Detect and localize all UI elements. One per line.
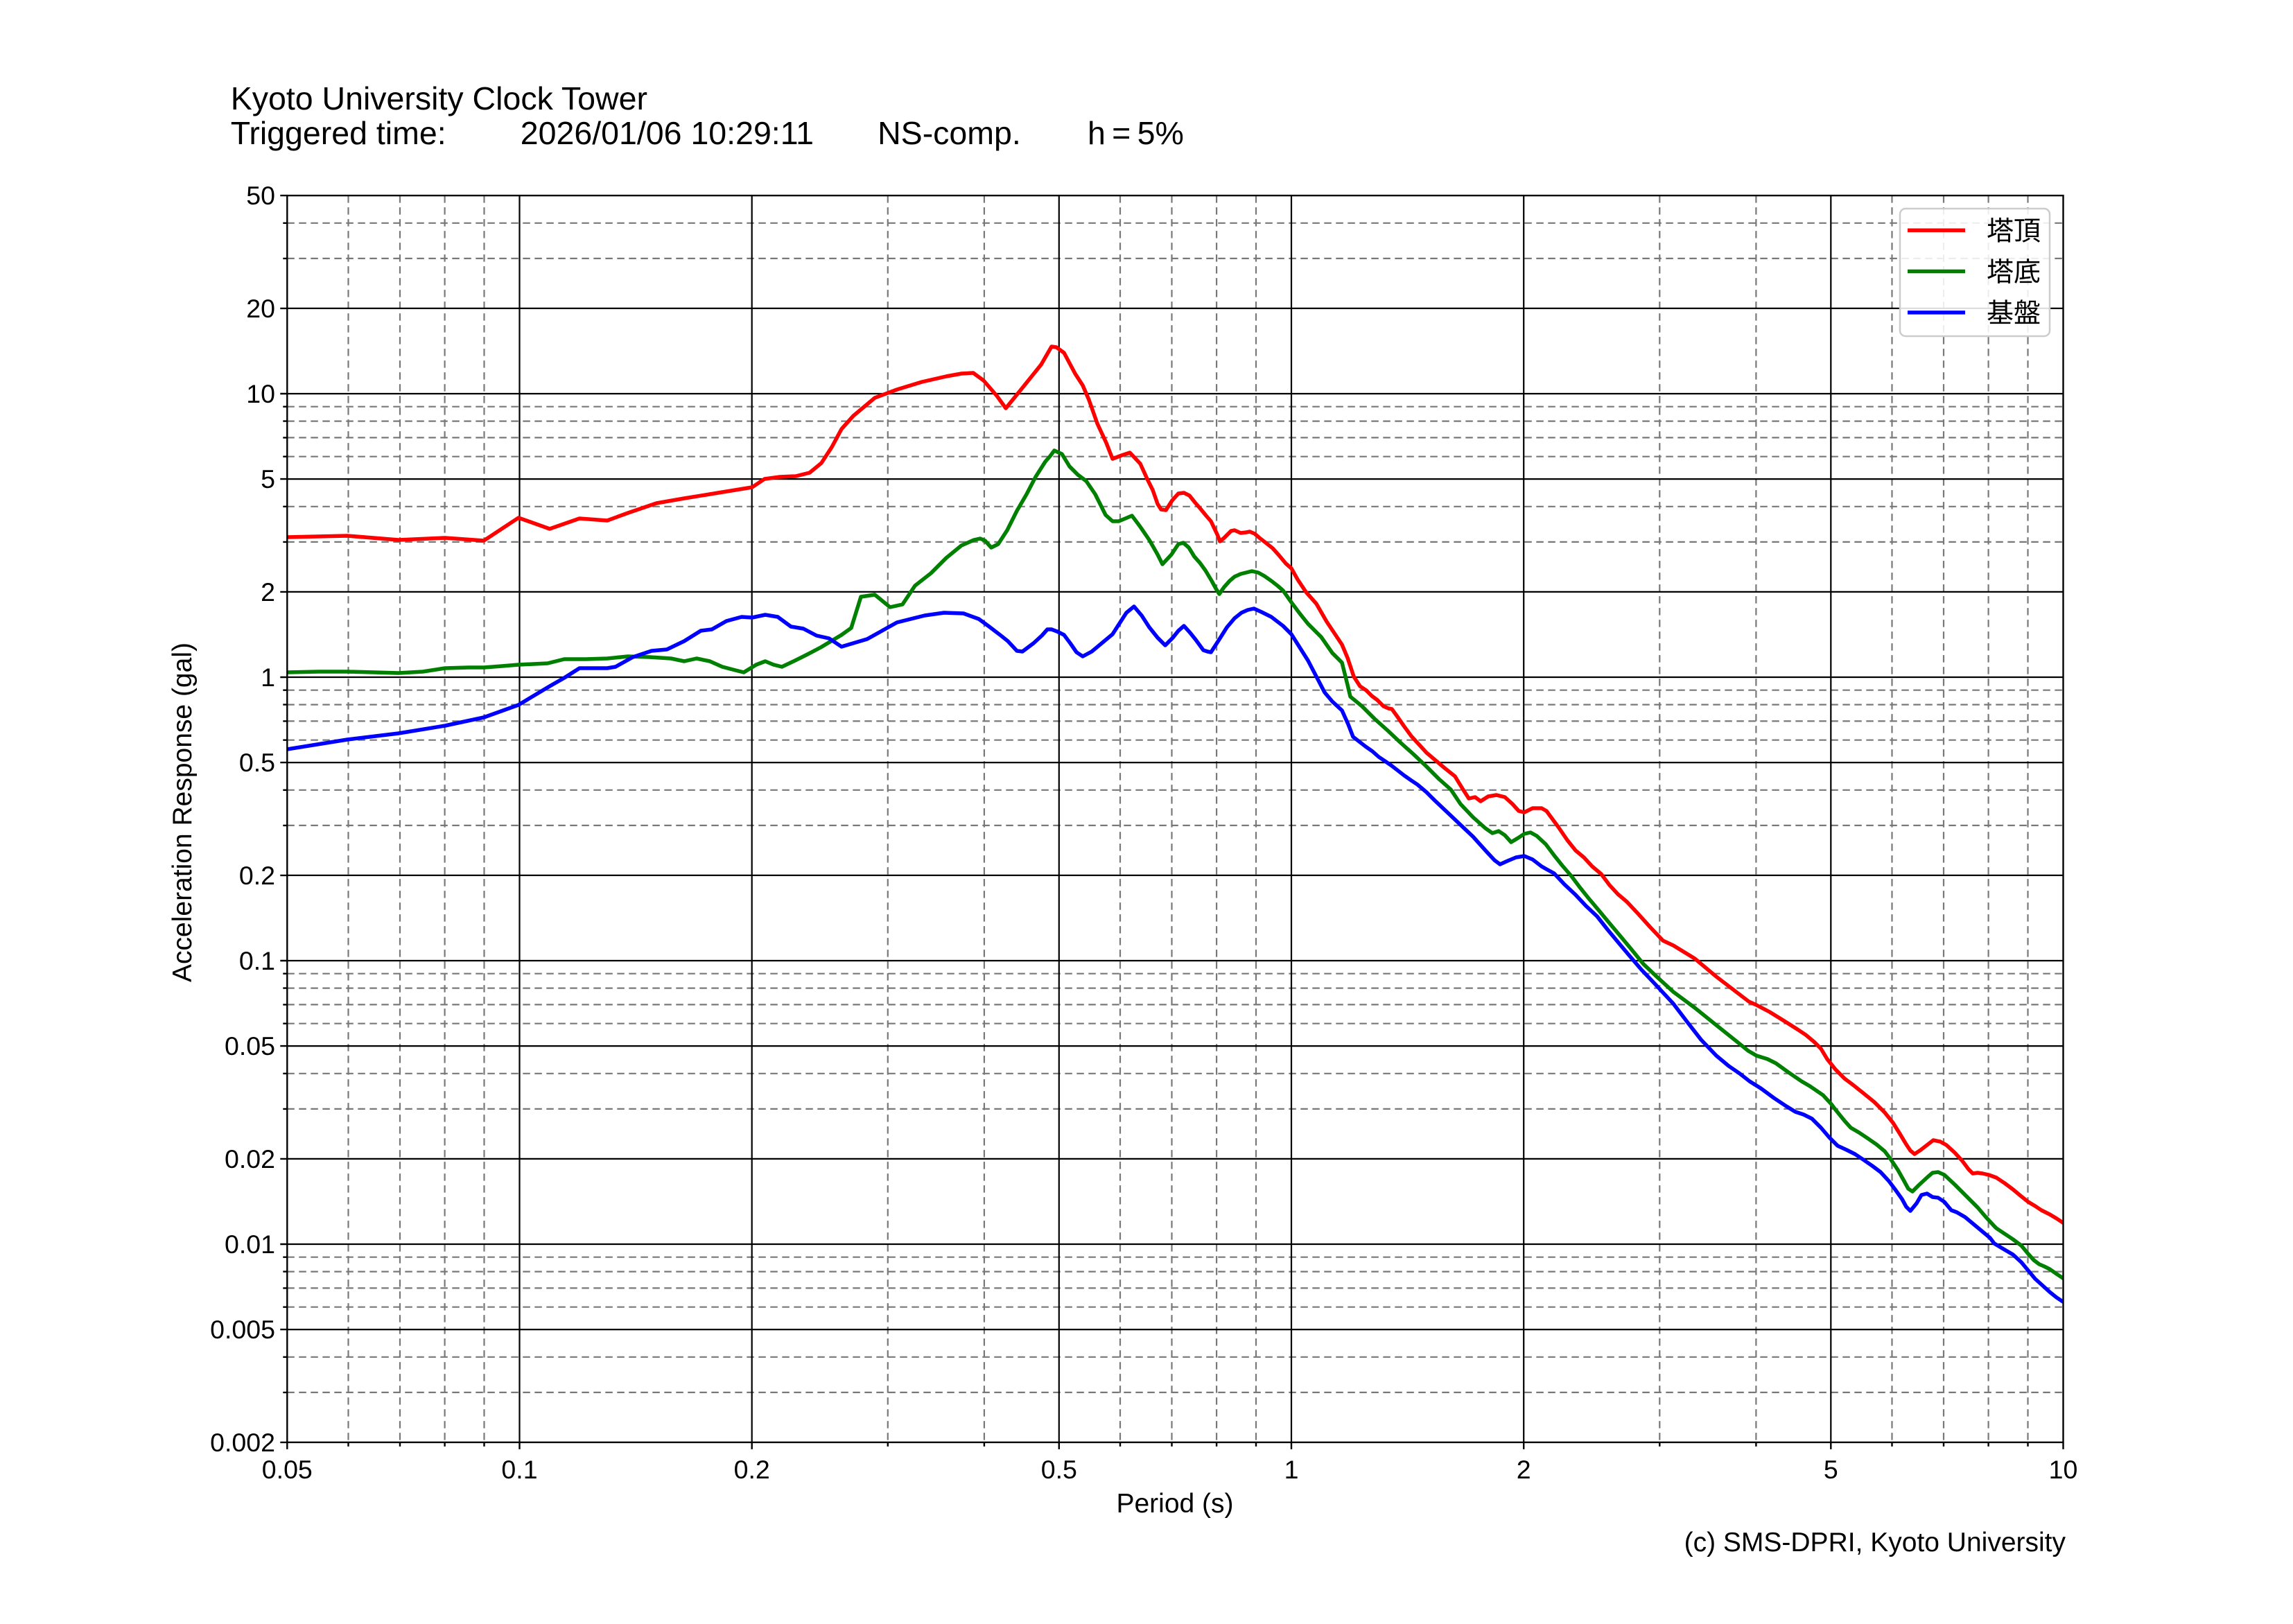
svg-text:0.2: 0.2 <box>239 861 275 890</box>
svg-text:20: 20 <box>246 294 275 323</box>
svg-text:50: 50 <box>246 181 275 210</box>
svg-text:1: 1 <box>1284 1455 1299 1484</box>
svg-text:0.5: 0.5 <box>239 748 275 777</box>
svg-text:0.05: 0.05 <box>225 1031 275 1060</box>
svg-text:Acceleration Response (gal): Acceleration Response (gal) <box>168 643 198 982</box>
svg-text:5: 5 <box>1824 1455 1838 1484</box>
svg-text:10: 10 <box>246 379 275 408</box>
svg-text:0.5: 0.5 <box>1041 1455 1077 1484</box>
svg-text:2: 2 <box>1517 1455 1531 1484</box>
svg-text:1: 1 <box>261 663 275 692</box>
svg-text:Period (s): Period (s) <box>1116 1489 1233 1519</box>
svg-text:0.1: 0.1 <box>501 1455 537 1484</box>
svg-text:2026/01/06 10:29:11: 2026/01/06 10:29:11 <box>521 115 814 151</box>
svg-text:0.05: 0.05 <box>262 1455 313 1484</box>
svg-text:0.01: 0.01 <box>225 1230 275 1259</box>
svg-text:5: 5 <box>261 464 275 494</box>
svg-text:Triggered time:: Triggered time: <box>231 115 446 151</box>
svg-text:Kyoto University Clock Tower: Kyoto University Clock Tower <box>231 80 647 116</box>
svg-text:0.005: 0.005 <box>210 1315 275 1344</box>
svg-text:0.1: 0.1 <box>239 946 275 975</box>
svg-text:0.002: 0.002 <box>210 1428 275 1457</box>
svg-text:0.02: 0.02 <box>225 1144 275 1173</box>
svg-text:NS-comp.: NS-comp. <box>878 115 1021 151</box>
svg-text:10: 10 <box>2049 1455 2078 1484</box>
svg-text:0.2: 0.2 <box>734 1455 770 1484</box>
svg-text:h = 5%: h = 5% <box>1088 115 1184 151</box>
svg-text:2: 2 <box>261 577 275 606</box>
svg-text:(c) SMS-DPRI, Kyoto University: (c) SMS-DPRI, Kyoto University <box>1684 1528 2066 1557</box>
